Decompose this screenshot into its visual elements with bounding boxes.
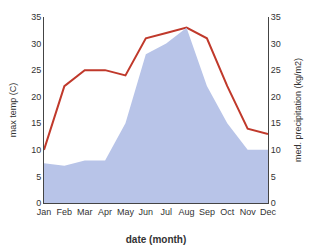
svg-text:med. precipitation (kg/m2): med. precipitation (kg/m2) bbox=[293, 58, 303, 162]
svg-text:5: 5 bbox=[36, 172, 41, 182]
svg-text:30: 30 bbox=[271, 39, 281, 49]
svg-text:Jun: Jun bbox=[139, 207, 154, 217]
svg-text:Apr: Apr bbox=[98, 207, 112, 217]
svg-text:10: 10 bbox=[271, 145, 281, 155]
svg-text:15: 15 bbox=[271, 118, 281, 128]
svg-text:30: 30 bbox=[31, 39, 41, 49]
svg-text:25: 25 bbox=[31, 65, 41, 75]
svg-text:date (month): date (month) bbox=[126, 234, 187, 245]
svg-text:20: 20 bbox=[31, 92, 41, 102]
svg-text:20: 20 bbox=[271, 92, 281, 102]
svg-text:Mar: Mar bbox=[77, 207, 93, 217]
svg-text:35: 35 bbox=[31, 12, 41, 22]
svg-text:Dec: Dec bbox=[260, 207, 277, 217]
svg-text:May: May bbox=[117, 207, 135, 217]
svg-text:Jan: Jan bbox=[37, 207, 52, 217]
svg-text:Feb: Feb bbox=[57, 207, 73, 217]
svg-text:Nov: Nov bbox=[240, 207, 257, 217]
svg-text:10: 10 bbox=[31, 145, 41, 155]
svg-text:Sep: Sep bbox=[199, 207, 215, 217]
svg-text:35: 35 bbox=[271, 12, 281, 22]
svg-text:0: 0 bbox=[36, 198, 41, 208]
svg-text:25: 25 bbox=[271, 65, 281, 75]
svg-text:Aug: Aug bbox=[179, 207, 195, 217]
svg-text:15: 15 bbox=[31, 118, 41, 128]
svg-text:max temp (C): max temp (C) bbox=[8, 83, 18, 138]
svg-text:Jul: Jul bbox=[160, 207, 172, 217]
svg-text:0: 0 bbox=[271, 198, 276, 208]
svg-text:5: 5 bbox=[271, 172, 276, 182]
svg-text:Oct: Oct bbox=[220, 207, 235, 217]
